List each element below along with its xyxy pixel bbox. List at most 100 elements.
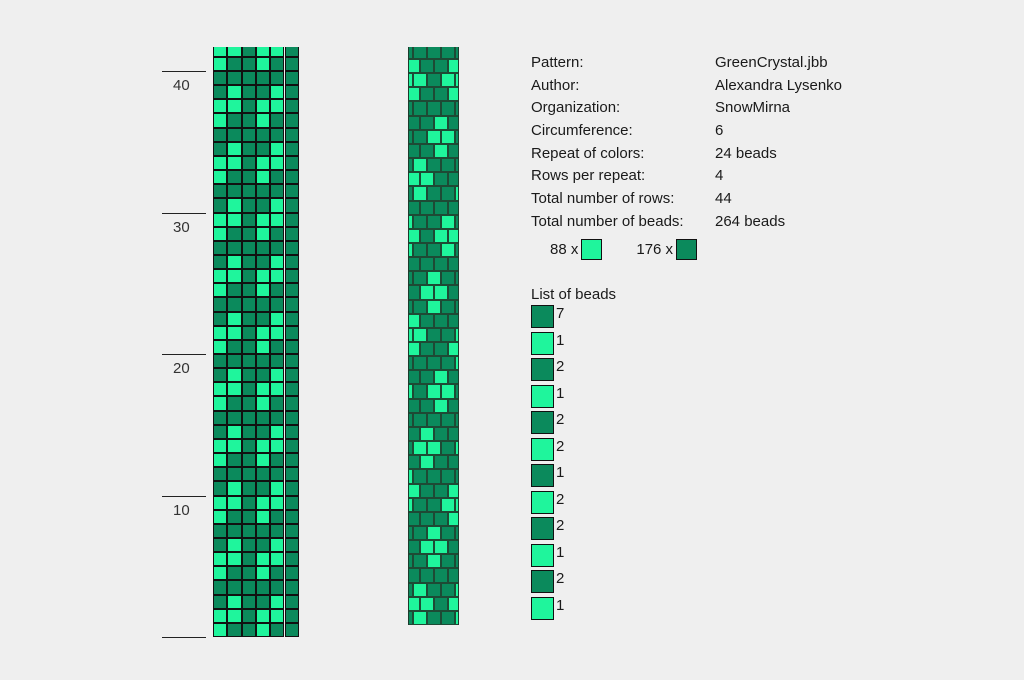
pattern-bead[interactable]	[270, 170, 285, 185]
pattern-bead[interactable]	[213, 311, 228, 326]
pattern-bead[interactable]	[255, 198, 271, 213]
pattern-bead[interactable]	[270, 424, 285, 439]
pattern-bead[interactable]	[284, 523, 299, 538]
pattern-bead[interactable]	[284, 339, 299, 354]
pattern-bead[interactable]	[255, 47, 271, 57]
pattern-bead[interactable]	[213, 368, 228, 383]
pattern-bead[interactable]	[255, 311, 271, 326]
pattern-bead[interactable]	[213, 269, 228, 284]
pattern-bead[interactable]	[255, 594, 271, 609]
pattern-bead[interactable]	[241, 269, 256, 284]
pattern-bead[interactable]	[241, 254, 256, 270]
pattern-bead[interactable]	[255, 495, 271, 510]
pattern-bead[interactable]	[284, 311, 299, 326]
pattern-bead[interactable]	[255, 523, 271, 538]
pattern-bead[interactable]	[270, 566, 285, 581]
pattern-bead[interactable]	[241, 339, 256, 354]
pattern-bead[interactable]	[255, 283, 271, 298]
bead-list-item[interactable]: 1	[531, 543, 564, 571]
pattern-bead[interactable]	[227, 99, 242, 114]
pattern-bead[interactable]	[284, 297, 299, 312]
pattern-bead[interactable]	[227, 155, 242, 171]
pattern-bead[interactable]	[284, 71, 299, 86]
pattern-bead[interactable]	[213, 297, 228, 312]
pattern-bead[interactable]	[270, 47, 285, 57]
pattern-bead[interactable]	[227, 254, 242, 270]
pattern-bead[interactable]	[255, 396, 271, 411]
pattern-bead[interactable]	[241, 127, 256, 142]
pattern-bead[interactable]	[284, 481, 299, 496]
pattern-draft-grid[interactable]	[213, 47, 300, 637]
pattern-bead[interactable]	[241, 47, 256, 57]
pattern-bead[interactable]	[270, 85, 285, 100]
pattern-bead[interactable]	[227, 396, 242, 411]
pattern-bead[interactable]	[270, 311, 285, 326]
pattern-bead[interactable]	[227, 495, 242, 510]
pattern-bead[interactable]	[255, 382, 271, 397]
bead-list-item[interactable]: 2	[531, 517, 564, 544]
pattern-bead[interactable]	[270, 269, 285, 284]
pattern-bead[interactable]	[227, 85, 242, 100]
pattern-bead[interactable]	[241, 580, 256, 595]
pattern-bead[interactable]	[227, 608, 242, 623]
pattern-bead[interactable]	[241, 453, 256, 468]
pattern-bead[interactable]	[213, 141, 228, 156]
pattern-bead[interactable]	[284, 240, 299, 255]
pattern-bead[interactable]	[241, 212, 256, 227]
pattern-bead[interactable]	[213, 453, 228, 468]
pattern-bead[interactable]	[227, 481, 242, 496]
pattern-bead[interactable]	[241, 297, 256, 312]
pattern-bead[interactable]	[284, 113, 299, 128]
pattern-bead[interactable]	[270, 127, 285, 142]
pattern-bead[interactable]	[255, 608, 271, 623]
pattern-bead[interactable]	[270, 608, 285, 623]
pattern-bead[interactable]	[255, 212, 271, 227]
pattern-bead[interactable]	[227, 580, 242, 595]
pattern-bead[interactable]	[270, 226, 285, 241]
pattern-bead[interactable]	[284, 155, 299, 171]
pattern-bead[interactable]	[241, 155, 256, 171]
pattern-bead[interactable]	[213, 325, 228, 340]
pattern-bead[interactable]	[255, 552, 271, 567]
pattern-bead[interactable]	[227, 594, 242, 609]
pattern-bead[interactable]	[227, 141, 242, 156]
pattern-bead[interactable]	[241, 523, 256, 538]
pattern-bead[interactable]	[284, 254, 299, 270]
pattern-bead[interactable]	[241, 141, 256, 156]
simulated-rope-view[interactable]	[408, 47, 459, 625]
pattern-bead[interactable]	[213, 622, 228, 637]
pattern-bead[interactable]	[227, 170, 242, 185]
pattern-bead[interactable]	[255, 127, 271, 142]
pattern-bead[interactable]	[270, 537, 285, 553]
pattern-bead[interactable]	[270, 580, 285, 595]
pattern-bead[interactable]	[241, 368, 256, 383]
pattern-bead[interactable]	[241, 467, 256, 482]
pattern-bead[interactable]	[213, 354, 228, 369]
pattern-bead[interactable]	[284, 495, 299, 510]
pattern-bead[interactable]	[227, 622, 242, 637]
pattern-bead[interactable]	[227, 566, 242, 581]
pattern-bead[interactable]	[284, 438, 299, 454]
pattern-bead[interactable]	[227, 382, 242, 397]
bead-list-item[interactable]: 1	[531, 384, 564, 412]
pattern-bead[interactable]	[227, 339, 242, 354]
pattern-bead[interactable]	[213, 113, 228, 128]
pattern-bead[interactable]	[255, 566, 271, 581]
pattern-bead[interactable]	[241, 594, 256, 609]
pattern-bead[interactable]	[213, 240, 228, 255]
pattern-bead[interactable]	[255, 170, 271, 185]
pattern-bead[interactable]	[284, 283, 299, 298]
pattern-bead[interactable]	[270, 467, 285, 482]
pattern-bead[interactable]	[241, 113, 256, 128]
pattern-bead[interactable]	[213, 594, 228, 609]
pattern-bead[interactable]	[255, 141, 271, 156]
pattern-bead[interactable]	[270, 297, 285, 312]
pattern-bead[interactable]	[284, 269, 299, 284]
pattern-bead[interactable]	[255, 71, 271, 86]
pattern-bead[interactable]	[284, 622, 299, 637]
pattern-bead[interactable]	[255, 622, 271, 637]
pattern-bead[interactable]	[241, 56, 256, 71]
pattern-bead[interactable]	[213, 99, 228, 114]
pattern-bead[interactable]	[213, 608, 228, 623]
pattern-bead[interactable]	[213, 155, 228, 171]
